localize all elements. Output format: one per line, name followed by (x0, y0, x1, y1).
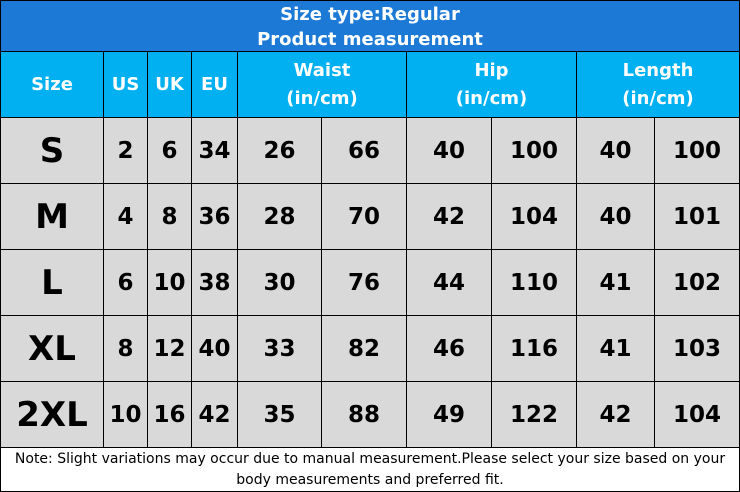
note: Note: Slight variations may occur due to… (0, 448, 740, 492)
measurement: 41 (577, 316, 655, 382)
measurement: 33 (238, 316, 322, 382)
measurement: 8 (104, 316, 148, 382)
header-label: EU (201, 73, 228, 95)
measurement: 40 (577, 118, 655, 184)
measurement: 36 (192, 184, 238, 250)
measurement: 100 (655, 118, 740, 184)
measurement: 6 (104, 250, 148, 316)
measurement: 76 (322, 250, 407, 316)
subtitle: Product measurement (257, 29, 483, 50)
measurement: 66 (322, 118, 407, 184)
size-label: XL (0, 316, 104, 382)
measurement: 10 (104, 382, 148, 448)
measurement: 116 (492, 316, 577, 382)
title: Size type:Regular (280, 4, 460, 25)
measurement: 4 (104, 184, 148, 250)
measurement: 40 (577, 184, 655, 250)
measurement: 8 (148, 184, 192, 250)
measurement: 70 (322, 184, 407, 250)
header-unit: (in/cm) (622, 87, 694, 109)
measurement: 101 (655, 184, 740, 250)
measurement: 102 (655, 250, 740, 316)
measurement: 30 (238, 250, 322, 316)
measurement: 10 (148, 250, 192, 316)
measurement: 104 (655, 382, 740, 448)
measurement: 42 (577, 382, 655, 448)
column-header: US (104, 52, 148, 118)
measurement: 35 (238, 382, 322, 448)
measurement: 34 (192, 118, 238, 184)
column-header: UK (148, 52, 192, 118)
header-unit: (in/cm) (286, 87, 358, 109)
header-label: US (111, 73, 140, 95)
size-label: M (0, 184, 104, 250)
size-label: 2XL (0, 382, 104, 448)
column-header: EU (192, 52, 238, 118)
measurement: 2 (104, 118, 148, 184)
measurement: 104 (492, 184, 577, 250)
measurement: 42 (192, 382, 238, 448)
header-label: Hip (474, 59, 509, 81)
header-label: Length (622, 59, 694, 81)
title-band: Size type:Regular Product measurement (0, 0, 740, 52)
measurement: 40 (407, 118, 492, 184)
measurement: 46 (407, 316, 492, 382)
measurement: 103 (655, 316, 740, 382)
measurement: 28 (238, 184, 322, 250)
measurement: 42 (407, 184, 492, 250)
column-header: Hip (in/cm) (407, 52, 577, 118)
measurement: 12 (148, 316, 192, 382)
measurement: 6 (148, 118, 192, 184)
measurement: 38 (192, 250, 238, 316)
column-header: Size (0, 52, 104, 118)
header-label: Size (31, 73, 73, 95)
measurement: 122 (492, 382, 577, 448)
column-header: Waist (in/cm) (238, 52, 407, 118)
measurement: 26 (238, 118, 322, 184)
header-unit: (in/cm) (455, 87, 528, 109)
column-header: Length (in/cm) (577, 52, 740, 118)
measurement: 16 (148, 382, 192, 448)
measurement: 100 (492, 118, 577, 184)
header-label: Waist (293, 59, 351, 81)
measurement: 49 (407, 382, 492, 448)
header-label: UK (155, 73, 184, 95)
measurement: 44 (407, 250, 492, 316)
measurement: 110 (492, 250, 577, 316)
measurement: 88 (322, 382, 407, 448)
size-label: L (0, 250, 104, 316)
measurement: 40 (192, 316, 238, 382)
measurement: 41 (577, 250, 655, 316)
size-label: S (0, 118, 104, 184)
measurement: 82 (322, 316, 407, 382)
